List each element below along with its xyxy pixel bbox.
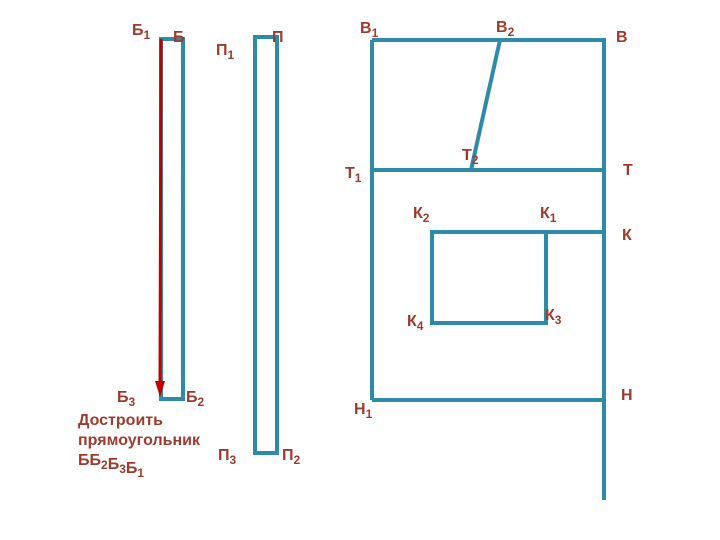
point-label-13: Т xyxy=(623,162,633,179)
rect-b xyxy=(161,39,183,399)
caption-line-1: Достроить xyxy=(78,412,163,429)
point-label-10: В xyxy=(616,29,628,46)
point-label-20: Н xyxy=(621,387,633,404)
point-label-1: Б xyxy=(173,29,185,46)
point-label-5: П xyxy=(272,29,284,46)
caption-line-2: прямоугольник xyxy=(78,432,201,449)
arrow-b-shaft xyxy=(160,39,161,385)
point-label-16: К xyxy=(622,227,632,244)
